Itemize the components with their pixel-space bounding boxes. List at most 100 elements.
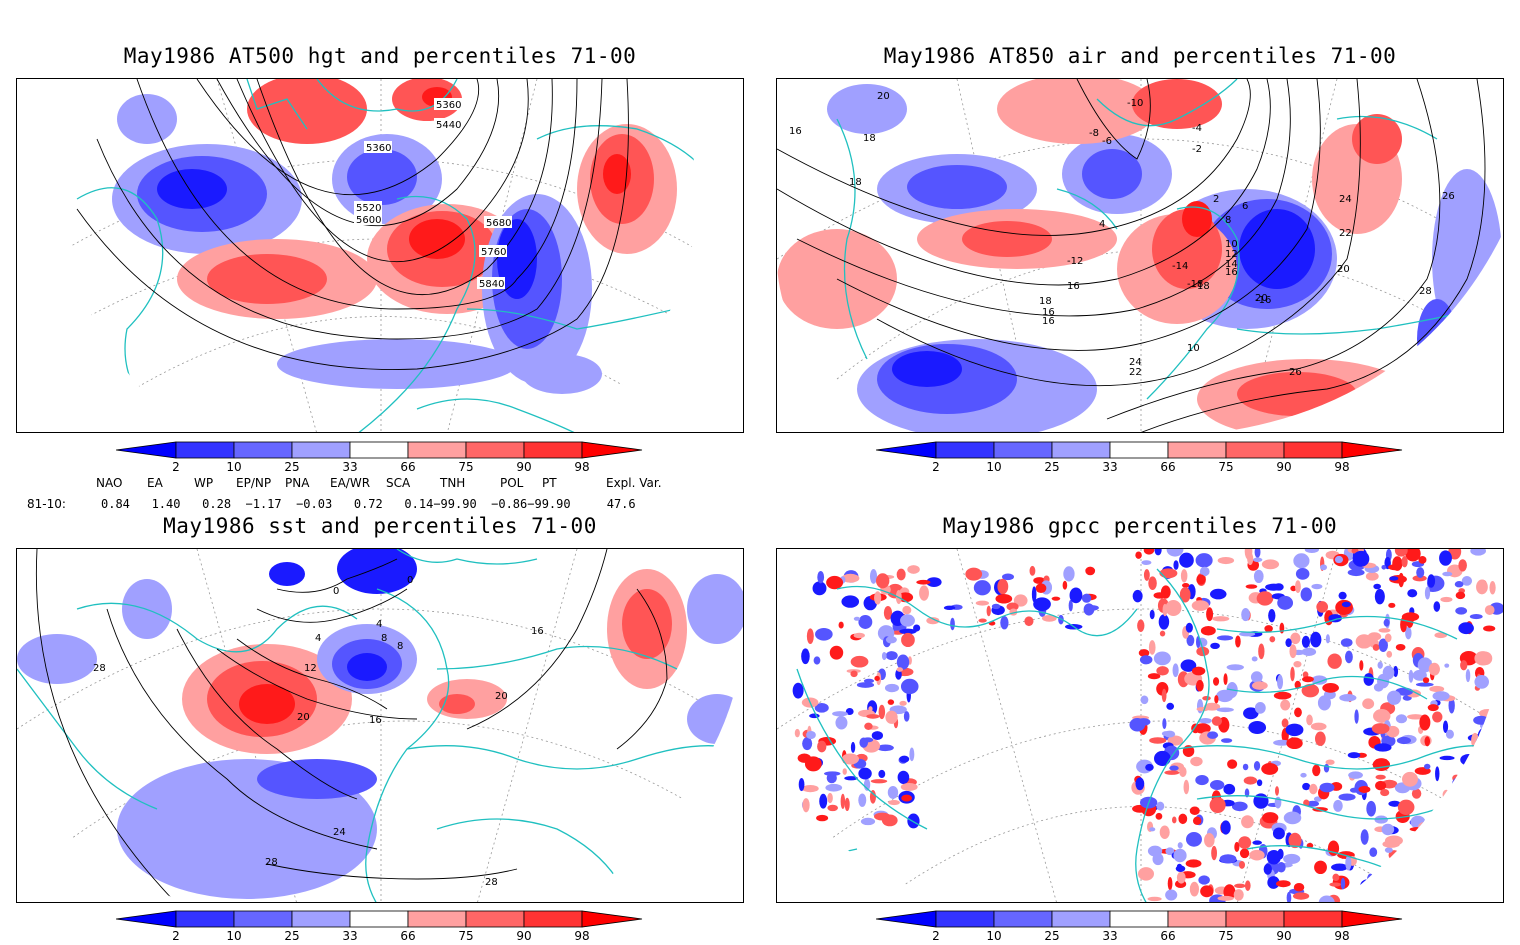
- precip-anomaly-cell: [1415, 682, 1434, 687]
- contour-label: 8: [1225, 215, 1231, 226]
- precip-anomaly-cell: [1430, 884, 1448, 890]
- precip-anomaly-cell: [1261, 762, 1279, 775]
- precip-anomaly-cell: [824, 771, 841, 776]
- contour-label: -10: [1127, 98, 1143, 109]
- precip-anomaly-cell: [1183, 779, 1190, 795]
- precip-anomaly-cell: [1341, 601, 1351, 608]
- precip-anomaly-cell: [1211, 845, 1218, 861]
- precip-anomaly-cell: [1211, 716, 1223, 726]
- precip-anomaly-cell: [815, 627, 833, 641]
- precip-anomaly-cell: [859, 737, 869, 748]
- precip-anomaly-cell: [1300, 587, 1312, 602]
- precip-anomaly-cell: [1386, 650, 1393, 658]
- precip-anomaly-cell: [1473, 837, 1486, 846]
- precip-anomaly-cell: [802, 737, 813, 751]
- precip-anomaly-cell: [1147, 673, 1161, 680]
- precip-anomaly-cell: [1358, 785, 1371, 793]
- precip-anomaly-cell: [1333, 799, 1343, 812]
- precip-anomaly-cell: [816, 814, 829, 822]
- precip-anomaly-cell: [1154, 549, 1162, 556]
- precip-anomaly-cell: [1200, 885, 1214, 898]
- precip-anomaly-cell: [1402, 771, 1418, 787]
- precip-anomaly-cell: [1432, 691, 1450, 701]
- precip-anomaly-cell: [1191, 666, 1206, 676]
- precip-anomaly-cell: [1173, 560, 1179, 570]
- contour-label: 16: [1042, 316, 1055, 327]
- precip-anomaly-cell: [1408, 669, 1414, 683]
- precip-anomaly-cell: [1349, 787, 1359, 793]
- precip-anomaly-cell: [1155, 812, 1163, 820]
- precip-anomaly-cell: [896, 568, 906, 581]
- precip-anomaly-cell: [1310, 722, 1327, 731]
- contour-label: 28: [485, 877, 498, 888]
- precip-anomaly-cell: [901, 632, 915, 648]
- precip-anomaly-cell: [801, 784, 819, 793]
- precip-anomaly-cell: [817, 570, 825, 584]
- colorbar-tick-label: 90: [516, 460, 531, 474]
- colorbar-segment: [407, 910, 467, 928]
- precip-anomaly-cell: [1478, 651, 1493, 666]
- colorbar-segment: [465, 910, 525, 928]
- precip-anomaly-cell: [1470, 549, 1487, 556]
- precip-anomaly-cell: [1418, 556, 1427, 564]
- precip-anomaly-cell: [1301, 647, 1317, 656]
- precip-anomaly-cell: [806, 628, 814, 645]
- precip-anomaly-cell: [1165, 600, 1182, 616]
- precip-anomaly-cell: [1207, 731, 1219, 739]
- contour-label: 28: [1419, 286, 1432, 297]
- precip-anomaly-cell: [1135, 777, 1145, 791]
- panel-title-hgt500: May1986 AT500 hgt and percentiles 71-00: [123, 44, 637, 68]
- precip-anomaly-cell: [1242, 763, 1249, 771]
- precip-anomaly-cell: [1149, 609, 1155, 620]
- precip-anomaly-cell: [1251, 681, 1268, 690]
- contour-label: -2: [1192, 144, 1202, 155]
- colorbar-tick-label: 25: [1044, 460, 1059, 474]
- precip-anomaly-cell: [1474, 878, 1488, 887]
- precip-anomaly-cell: [1219, 854, 1237, 864]
- precip-anomaly-cell: [1389, 576, 1399, 581]
- colorbar-arrow-right: [1341, 441, 1403, 459]
- precip-anomaly-cell: [1455, 792, 1462, 807]
- colorbar-tick-label: 10: [226, 929, 241, 943]
- precip-anomaly-cell: [874, 812, 891, 821]
- precip-anomaly-cell: [1192, 816, 1202, 826]
- precip-anomaly-cell: [1209, 779, 1225, 790]
- precip-anomaly-cell: [1129, 718, 1146, 732]
- contour-label: 4: [315, 633, 321, 644]
- precip-anomaly-cell: [1339, 694, 1357, 702]
- precip-anomaly-cell: [1377, 661, 1383, 669]
- precip-anomaly-cell: [1345, 650, 1353, 664]
- contour-label: 22: [1129, 367, 1142, 378]
- precip-anomaly-cell: [1474, 675, 1490, 689]
- contour-label: 5360: [366, 143, 391, 154]
- precip-anomaly-cell: [1162, 603, 1168, 617]
- precip-anomaly-cell: [1422, 677, 1430, 684]
- precip-anomaly-cell: [1458, 559, 1467, 572]
- precip-anomaly-cell: [1471, 845, 1485, 856]
- precip-anomaly-cell: [1334, 555, 1344, 564]
- precip-anomaly-cell: [899, 755, 910, 763]
- precip-anomaly-cell: [1258, 643, 1265, 660]
- precip-anomaly-cell: [1156, 801, 1165, 811]
- precip-anomaly-cell: [887, 785, 899, 799]
- precip-anomaly-cell: [896, 667, 903, 672]
- precip-anomaly-cell: [1173, 848, 1187, 863]
- precip-anomaly-cell: [1149, 827, 1156, 832]
- colorbar-segment: [291, 441, 351, 459]
- precip-anomaly-cell: [1290, 666, 1295, 682]
- precip-anomaly-cell: [1405, 613, 1414, 628]
- precip-anomaly-cell: [1295, 567, 1310, 580]
- colorbar-tick-label: 98: [574, 929, 589, 943]
- contour-label: 5520: [356, 203, 381, 214]
- precip-anomaly-cell: [1398, 572, 1404, 588]
- precip-anomaly-cell: [1234, 841, 1240, 852]
- precip-anomaly-cell: [1429, 685, 1445, 693]
- precip-anomaly-cell: [1238, 860, 1246, 869]
- precip-anomaly-cell: [1251, 656, 1258, 662]
- precip-anomaly-cell: [1300, 772, 1307, 778]
- precip-anomaly-cell: [1145, 763, 1154, 771]
- precip-anomaly-cell: [1293, 882, 1305, 892]
- precip-anomaly-cell: [812, 581, 827, 596]
- precip-anomaly-cell: [1194, 723, 1211, 734]
- precip-anomaly-cell: [1365, 571, 1379, 581]
